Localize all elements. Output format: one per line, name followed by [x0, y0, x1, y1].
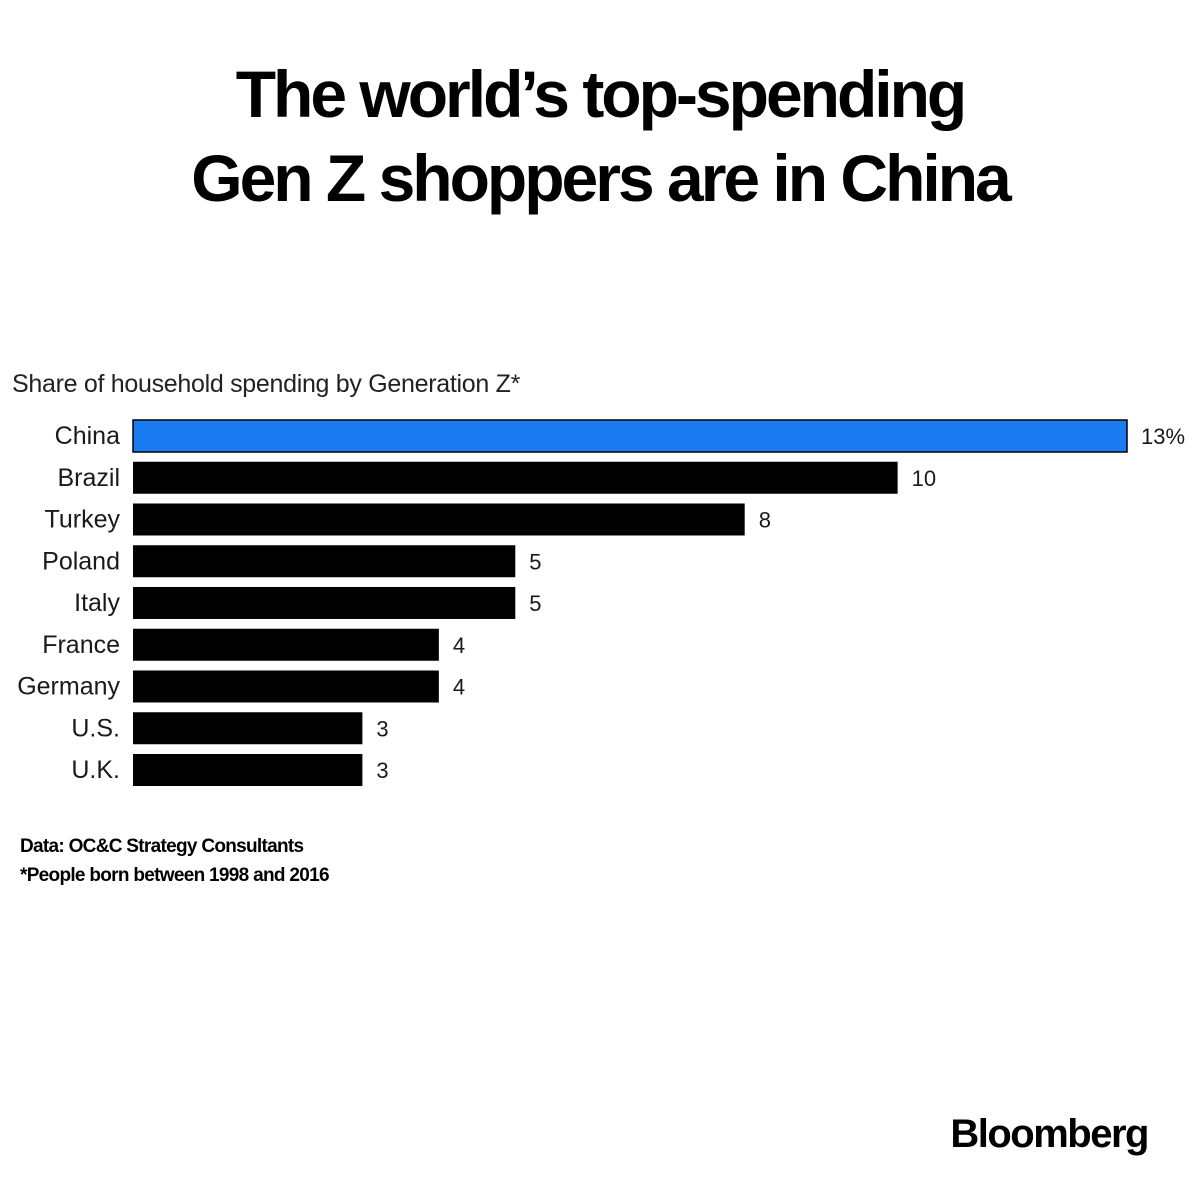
value-label-u-s: 3 — [376, 716, 388, 741]
category-label-poland: Poland — [42, 547, 120, 575]
category-label-germany: Germany — [17, 673, 120, 701]
chart-title-line-1: The world’s top-spending — [235, 57, 968, 131]
bar-france — [133, 628, 439, 661]
bar-brazil — [133, 461, 898, 494]
value-label-germany: 4 — [453, 675, 465, 700]
category-label-turkey: Turkey — [45, 506, 121, 534]
bar-chart: China 13% Brazil 10 Turkey 8 Poland 5 Italy 5 Fran… — [17, 419, 1185, 786]
chart-title: The world’s top-spending Gen Z shoppers … — [0, 52, 1200, 220]
chart-notes: Data: OC&C Strategy Consultants *People … — [20, 832, 330, 890]
value-label-france: 4 — [453, 633, 465, 658]
source-note: Data: OC&C Strategy Consultants — [20, 836, 304, 857]
category-label-france: France — [42, 631, 120, 659]
footnote: *People born between 1998 and 2016 — [20, 865, 330, 886]
bar-china — [132, 419, 1128, 453]
category-label-italy: Italy — [74, 589, 120, 617]
value-label-poland: 5 — [529, 549, 541, 574]
value-label-brazil: 10 — [912, 466, 936, 491]
chart-title-line-2: Gen Z shoppers are in China — [191, 141, 1012, 215]
chart-subtitle: Share of household spending by Generatio… — [12, 370, 520, 398]
bar-u-k — [133, 754, 363, 786]
bar-italy — [133, 587, 516, 619]
value-label-china: 13% — [1141, 424, 1185, 449]
category-label-u-k: U.K. — [71, 756, 120, 784]
bar-u-s — [133, 712, 363, 745]
category-label-brazil: Brazil — [57, 464, 120, 492]
category-label-china: China — [55, 422, 120, 450]
bar-poland — [133, 545, 516, 578]
bar-germany — [133, 670, 439, 703]
category-label-u-s: U.S. — [71, 714, 120, 742]
value-label-italy: 5 — [529, 591, 541, 616]
bloomberg-logo: Bloomberg — [950, 1112, 1149, 1156]
value-label-u-k: 3 — [376, 758, 388, 783]
bar-turkey — [133, 503, 745, 536]
value-label-turkey: 8 — [759, 508, 771, 533]
